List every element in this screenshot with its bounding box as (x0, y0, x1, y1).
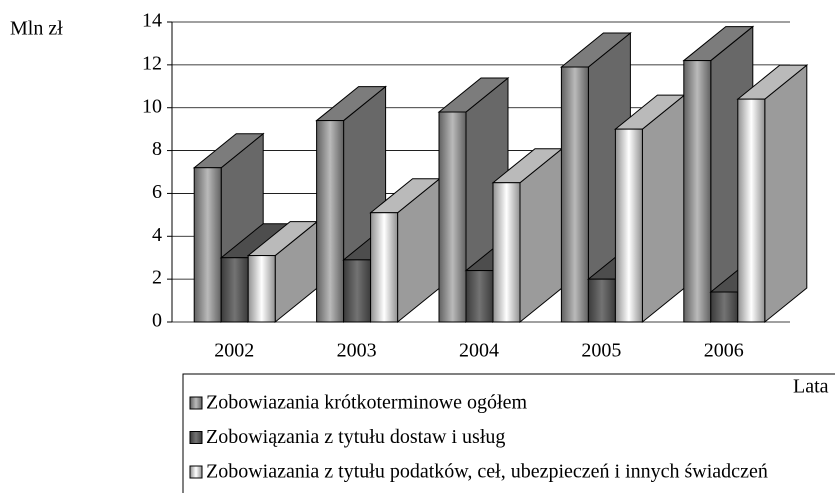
bar (492, 182, 521, 323)
x-tick-label: 2004 (459, 340, 499, 362)
bar (614, 128, 643, 323)
bar (438, 111, 467, 323)
y-tick-label: 14 (142, 10, 162, 32)
legend-swatch (189, 431, 203, 444)
bar (710, 291, 739, 323)
bar (316, 120, 345, 323)
x-tick-label: 2002 (214, 340, 254, 362)
legend-swatch (189, 396, 203, 410)
x-tick-label: 2005 (581, 340, 621, 362)
bar (370, 212, 399, 323)
bar (247, 255, 276, 323)
y-tick-label: 10 (142, 95, 162, 117)
bar (683, 60, 712, 323)
bar (343, 259, 372, 323)
y-tick-label: 6 (152, 181, 162, 203)
legend-label: Zobowiazania krótkoterminowe ogółem (206, 392, 527, 414)
bar (220, 257, 249, 323)
legend-box (182, 373, 835, 493)
bar (587, 278, 616, 323)
bar-side (641, 94, 685, 324)
bar (560, 66, 589, 323)
y-axis-label: Mln zł (10, 18, 63, 40)
x-axis-label: Lata (793, 376, 829, 398)
y-tick-label: 8 (152, 138, 162, 160)
y-tick-label: 12 (142, 52, 162, 74)
x-tick-label: 2003 (337, 340, 377, 362)
bar (737, 98, 766, 323)
x-tick-label: 2006 (704, 340, 744, 362)
legend-swatch (189, 465, 203, 479)
bar (465, 270, 494, 323)
legend-label: Zobowiazania z tytułu podatków, ceł, ube… (206, 461, 768, 483)
y-tick-label: 4 (152, 224, 162, 246)
bar (193, 167, 222, 323)
y-tick-label: 0 (152, 310, 162, 332)
bar-side (764, 64, 808, 324)
y-tick-label: 2 (152, 267, 162, 289)
legend-label: Zobowiązania z tytułu dostaw i usług (206, 426, 505, 448)
